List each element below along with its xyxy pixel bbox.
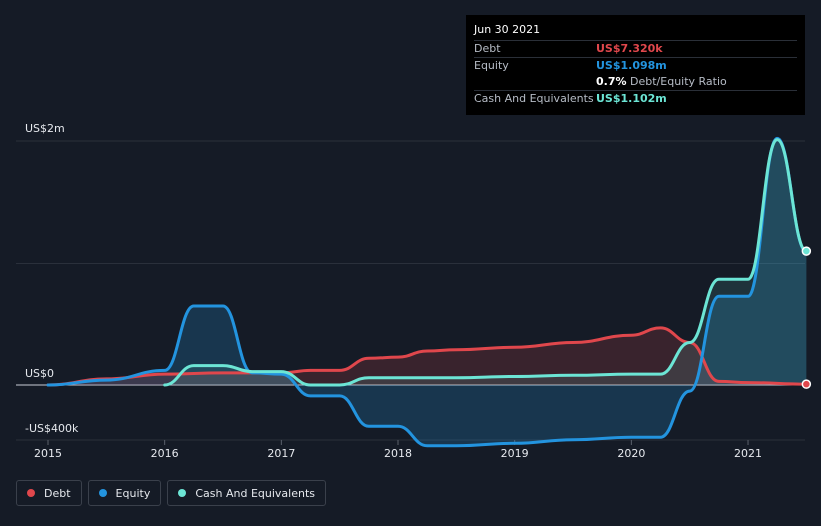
chart-grid xyxy=(16,140,805,445)
legend-item-equity[interactable]: Equity xyxy=(87,480,162,506)
series-area-debt xyxy=(48,327,807,385)
tooltip-cash-label: Cash And Equivalents xyxy=(474,92,594,105)
chart-areas xyxy=(48,138,807,446)
chart-axis-labels: US$2m US$0 -US$400k 2015 2016 2017 2018 2019 202… xyxy=(25,122,762,460)
tooltip-cash-value: US$1.102m xyxy=(596,92,667,105)
y-tick-label: US$0 xyxy=(25,367,54,380)
chart-lines xyxy=(46,136,808,448)
tooltip-row-ratio: 0.7% Debt/Equity Ratio xyxy=(474,74,797,90)
series-line-cash xyxy=(163,138,808,387)
cash-dot-icon xyxy=(178,489,187,497)
tooltip-row-equity: Equity US$1.098m xyxy=(474,57,797,74)
chart-legend: Debt Equity Cash And Equivalents xyxy=(16,480,326,506)
tooltip-equity-value: US$1.098m xyxy=(596,59,667,72)
tooltip-debt-value: US$7.320k xyxy=(596,42,663,55)
equity-dot-icon xyxy=(98,489,107,497)
series-end-marker-debt xyxy=(801,379,812,389)
chart-tooltip: Jun 30 2021 Debt US$7.320k Equity US$1.0… xyxy=(466,15,805,115)
debt-dot-icon xyxy=(27,489,35,497)
x-tick-label: 2017 xyxy=(267,447,295,460)
series-area-cash xyxy=(164,139,807,385)
x-tick-label: 2021 xyxy=(734,447,762,460)
legend-label-cash: Cash And Equivalents xyxy=(195,486,315,500)
legend-label-equity: Equity xyxy=(115,486,151,500)
series-area-equity xyxy=(48,138,807,446)
y-tick-label: US$2m xyxy=(25,122,65,135)
tooltip-row-cash: Cash And Equivalents US$1.102m xyxy=(474,90,797,107)
x-tick-label: 2020 xyxy=(617,447,645,460)
legend-item-cash[interactable]: Cash And Equivalents xyxy=(167,480,326,506)
series-line-equity xyxy=(46,136,808,448)
x-tick-label: 2018 xyxy=(384,447,412,460)
tooltip-debt-label: Debt xyxy=(474,42,501,55)
x-tick-label: 2015 xyxy=(34,447,62,460)
tooltip-date: Jun 30 2021 xyxy=(474,23,541,36)
x-tick-label: 2016 xyxy=(151,447,179,460)
x-tick-label: 2019 xyxy=(501,447,529,460)
tooltip-ratio-label: Debt/Equity Ratio xyxy=(630,75,727,88)
tooltip-ratio-value: 0.7% xyxy=(596,75,627,88)
legend-label-debt: Debt xyxy=(44,486,71,500)
chart-markers xyxy=(801,246,812,389)
series-end-marker-cash xyxy=(801,246,812,256)
legend-item-debt[interactable]: Debt xyxy=(16,480,82,506)
y-tick-label: -US$400k xyxy=(25,422,79,435)
tooltip-equity-label: Equity xyxy=(474,59,509,72)
tooltip-row-debt: Debt US$7.320k xyxy=(474,40,797,57)
